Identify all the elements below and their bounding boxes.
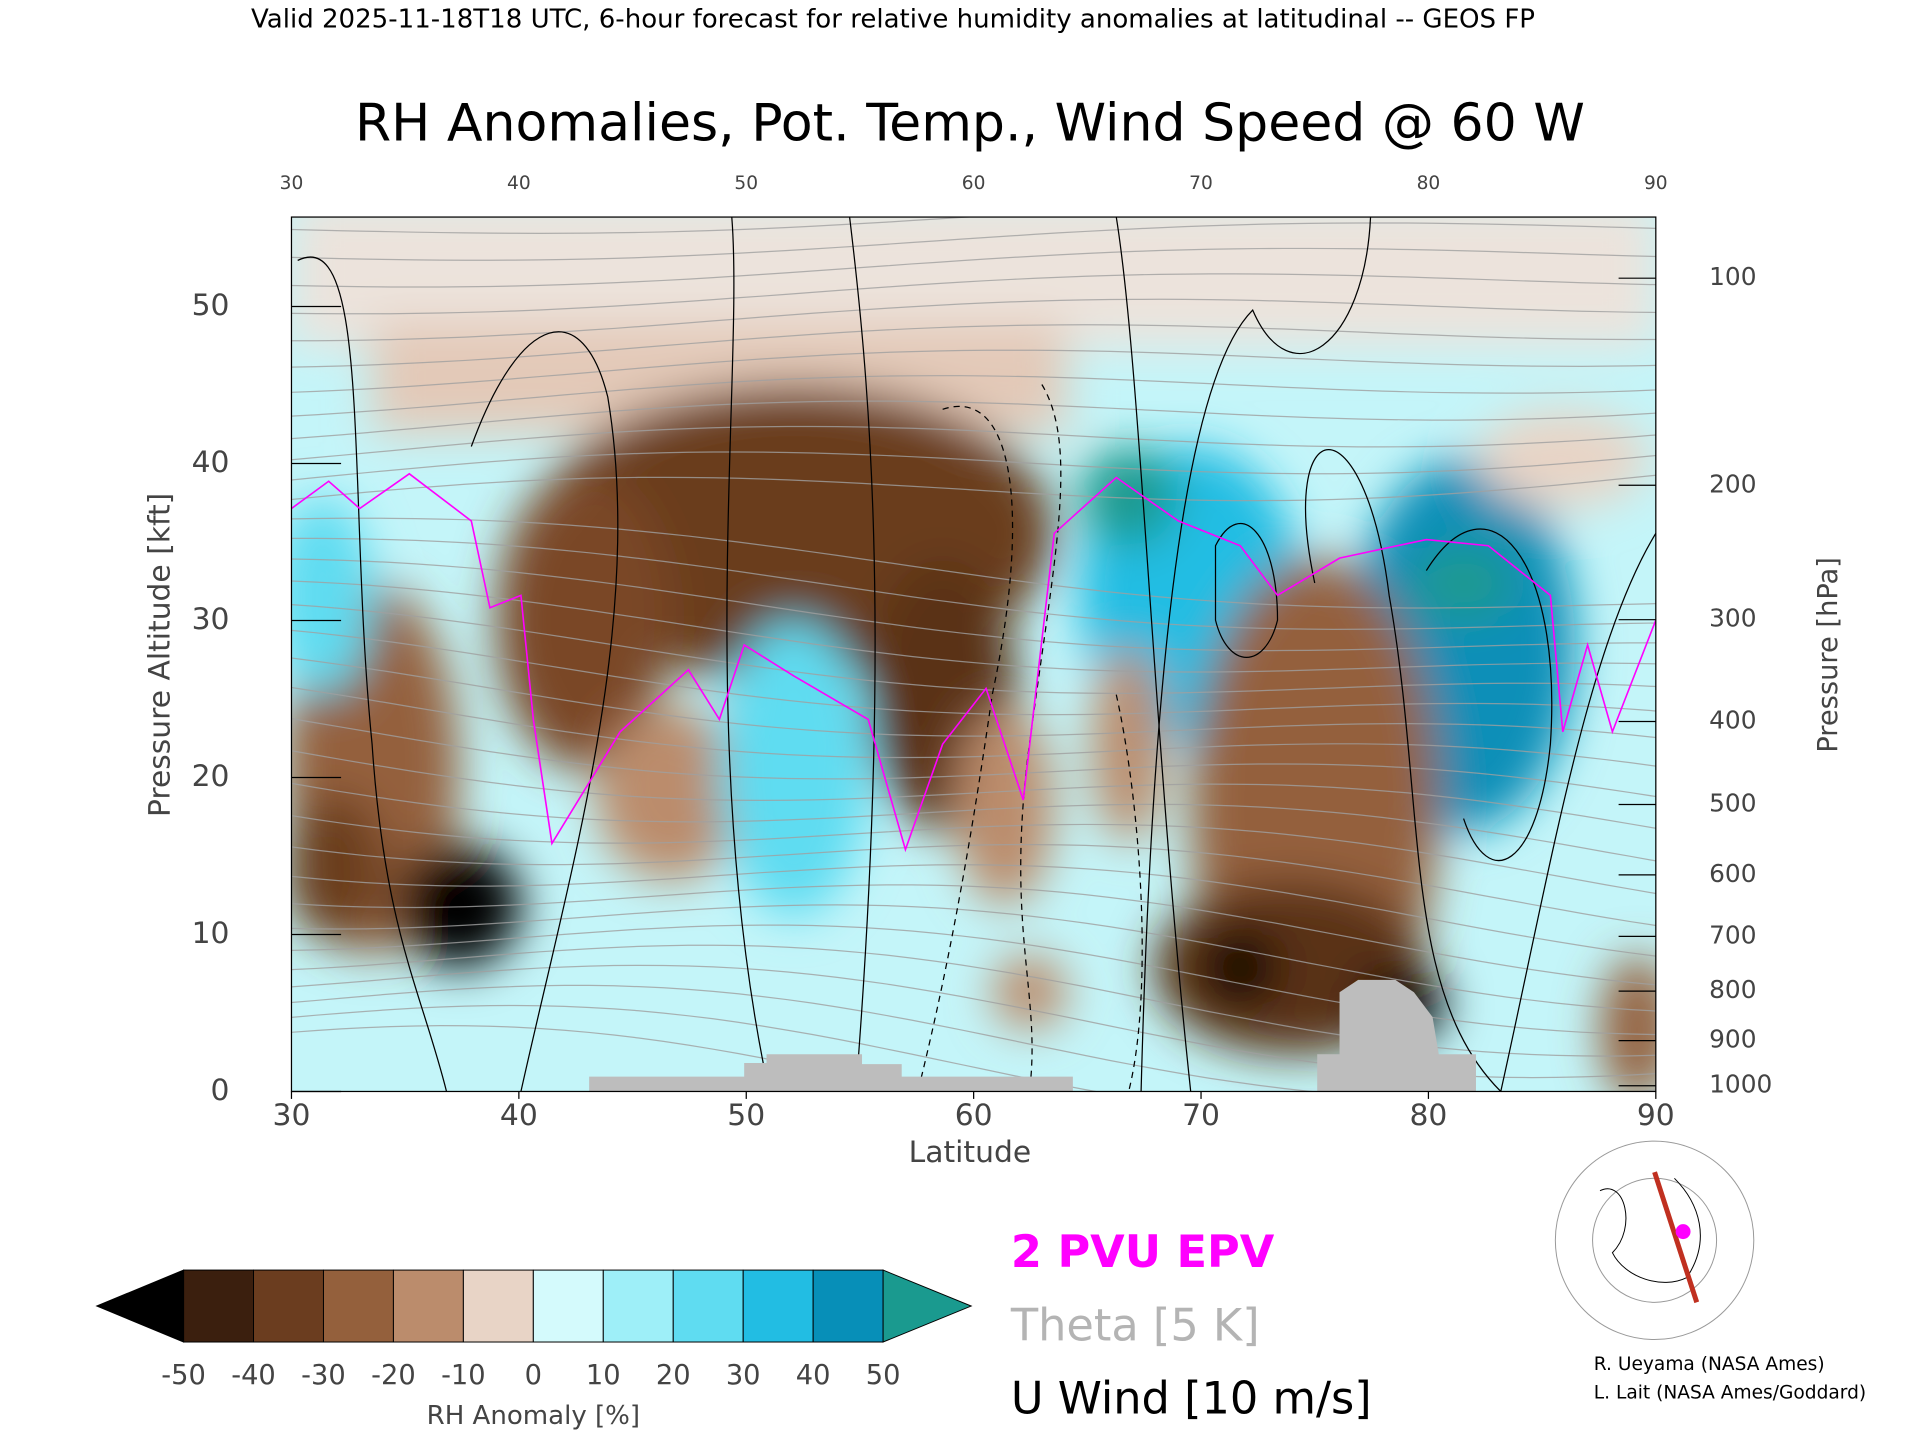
theta-contour [291, 517, 1656, 609]
legend-entry: Theta [5 K] [1010, 1299, 1260, 1351]
colorbar-box [392, 1269, 464, 1343]
legend-entry: 2 PVU EPV [1011, 1226, 1275, 1278]
x-tick-label: 80 [1409, 1098, 1447, 1133]
colorbar-box [322, 1269, 394, 1343]
x-top-tick-label: 60 [962, 173, 986, 194]
y2-tick-label: 700 [1709, 920, 1756, 949]
colorbar-label: RH Anomaly [%] [427, 1401, 640, 1431]
theta-contour [291, 750, 1656, 829]
theta-contour [291, 657, 1656, 739]
x-top-tick-label: 80 [1417, 173, 1441, 194]
colorbar-tick-label: -20 [371, 1360, 416, 1391]
y-tick-label: 30 [192, 602, 230, 637]
y2-axis-label: Pressure [hPa] [1813, 557, 1844, 753]
header: Valid 2025-11-18T18 UTC, 6-hour forecast… [251, 4, 1535, 34]
theta-contour [291, 425, 1656, 461]
colorbar-over [882, 1269, 973, 1343]
colorbar-tick-label: 40 [796, 1360, 831, 1391]
y2-tick-label: 800 [1709, 975, 1756, 1004]
y-tick-label: 50 [192, 288, 230, 323]
y2-tick-label: 1000 [1709, 1070, 1772, 1099]
theta-contour [291, 247, 1656, 288]
credit: L. Lait (NASA Ames/Goddard) [1594, 1382, 1866, 1403]
x-tick-label: 70 [1182, 1098, 1220, 1133]
colorbar-tick-label: -30 [301, 1360, 346, 1391]
theta-contour [291, 884, 1656, 986]
theta-contour [291, 718, 1656, 798]
colorbar-tick-label: 10 [586, 1360, 621, 1391]
theta-contour [291, 815, 1656, 895]
colorbar-box [672, 1269, 744, 1343]
credit: R. Ueyama (NASA Ames) [1594, 1354, 1825, 1375]
theta-contour [291, 324, 1656, 368]
theta-contour [291, 782, 1656, 862]
colorbar-tick-label: -10 [441, 1360, 486, 1391]
x-top-tick-label: 70 [1189, 173, 1213, 194]
chart-title: RH Anomalies, Pot. Temp., Wind Speed @ 6… [355, 94, 1585, 154]
theta-contour [291, 1004, 1100, 1092]
x-tick-label: 50 [727, 1098, 765, 1133]
theta-contour [291, 222, 1656, 261]
colorbar-tick-label: -50 [161, 1360, 206, 1391]
y-tick-label: 10 [192, 916, 230, 951]
x-tick-label: 60 [955, 1098, 993, 1133]
theta-contour [291, 298, 1656, 342]
y2-tick-label: 600 [1709, 859, 1756, 888]
y2-tick-label: 900 [1709, 1025, 1756, 1054]
colorbar-tick-label: 50 [866, 1360, 901, 1391]
x-top-tick-label: 50 [734, 173, 758, 194]
y-tick-label: 40 [192, 445, 230, 480]
x-top-tick-label: 90 [1644, 173, 1668, 194]
y-axis-label: Pressure Altitude [kft] [143, 493, 178, 817]
theta-contour [291, 904, 1656, 1012]
theta-contour [291, 474, 1656, 502]
colorbar-box [742, 1269, 814, 1343]
y-tick-label: 0 [211, 1073, 230, 1108]
y2-tick-label: 300 [1709, 604, 1756, 633]
x-tick-label: 30 [273, 1098, 311, 1133]
colorbar-tick-label: 20 [656, 1360, 691, 1391]
theta-contour [291, 844, 1656, 927]
y2-tick-label: 500 [1709, 788, 1756, 817]
x-axis-label: Latitude [909, 1135, 1031, 1170]
x-top-tick-label: 30 [280, 173, 304, 194]
theta-contour [291, 349, 1656, 393]
theta-contour [291, 400, 1656, 440]
colorbar-tick-label: 0 [525, 1360, 542, 1391]
colorbar-tick-label: 30 [726, 1360, 761, 1391]
theta-contour [291, 537, 1656, 630]
field [291, 217, 1656, 1092]
theta-contour [291, 558, 1656, 652]
legend-entry: U Wind [10 m/s] [1011, 1373, 1372, 1425]
theta-contour [291, 604, 1656, 694]
theta-contour [291, 1024, 926, 1092]
theta-contour [291, 686, 1656, 767]
theta-contour [291, 375, 1656, 417]
colorbar-under [95, 1269, 185, 1343]
theta-contour [291, 451, 1656, 481]
colorbar-box [253, 1269, 324, 1343]
y2-tick-label: 100 [1709, 262, 1756, 291]
y2-tick-label: 200 [1709, 469, 1756, 498]
colorbar-box [462, 1269, 534, 1343]
theta-contour [291, 217, 977, 235]
colorbar-tick-label: -40 [231, 1360, 276, 1391]
colorbar-box [532, 1269, 604, 1343]
colorbar-box [812, 1269, 884, 1343]
y-tick-label: 20 [192, 759, 230, 794]
colorbar-box [602, 1269, 674, 1343]
y2-tick-label: 400 [1709, 706, 1756, 735]
colorbar-box [183, 1269, 255, 1343]
map-inset [1554, 1140, 1755, 1341]
x-top-tick-label: 40 [507, 173, 531, 194]
theta-contour [291, 984, 1656, 1092]
theta-contour [291, 273, 1656, 315]
theta-contour [291, 864, 1656, 957]
x-tick-label: 90 [1637, 1098, 1675, 1133]
theta-contour [291, 629, 1656, 716]
theta-contour [291, 580, 1656, 673]
x-tick-label: 40 [500, 1098, 538, 1133]
